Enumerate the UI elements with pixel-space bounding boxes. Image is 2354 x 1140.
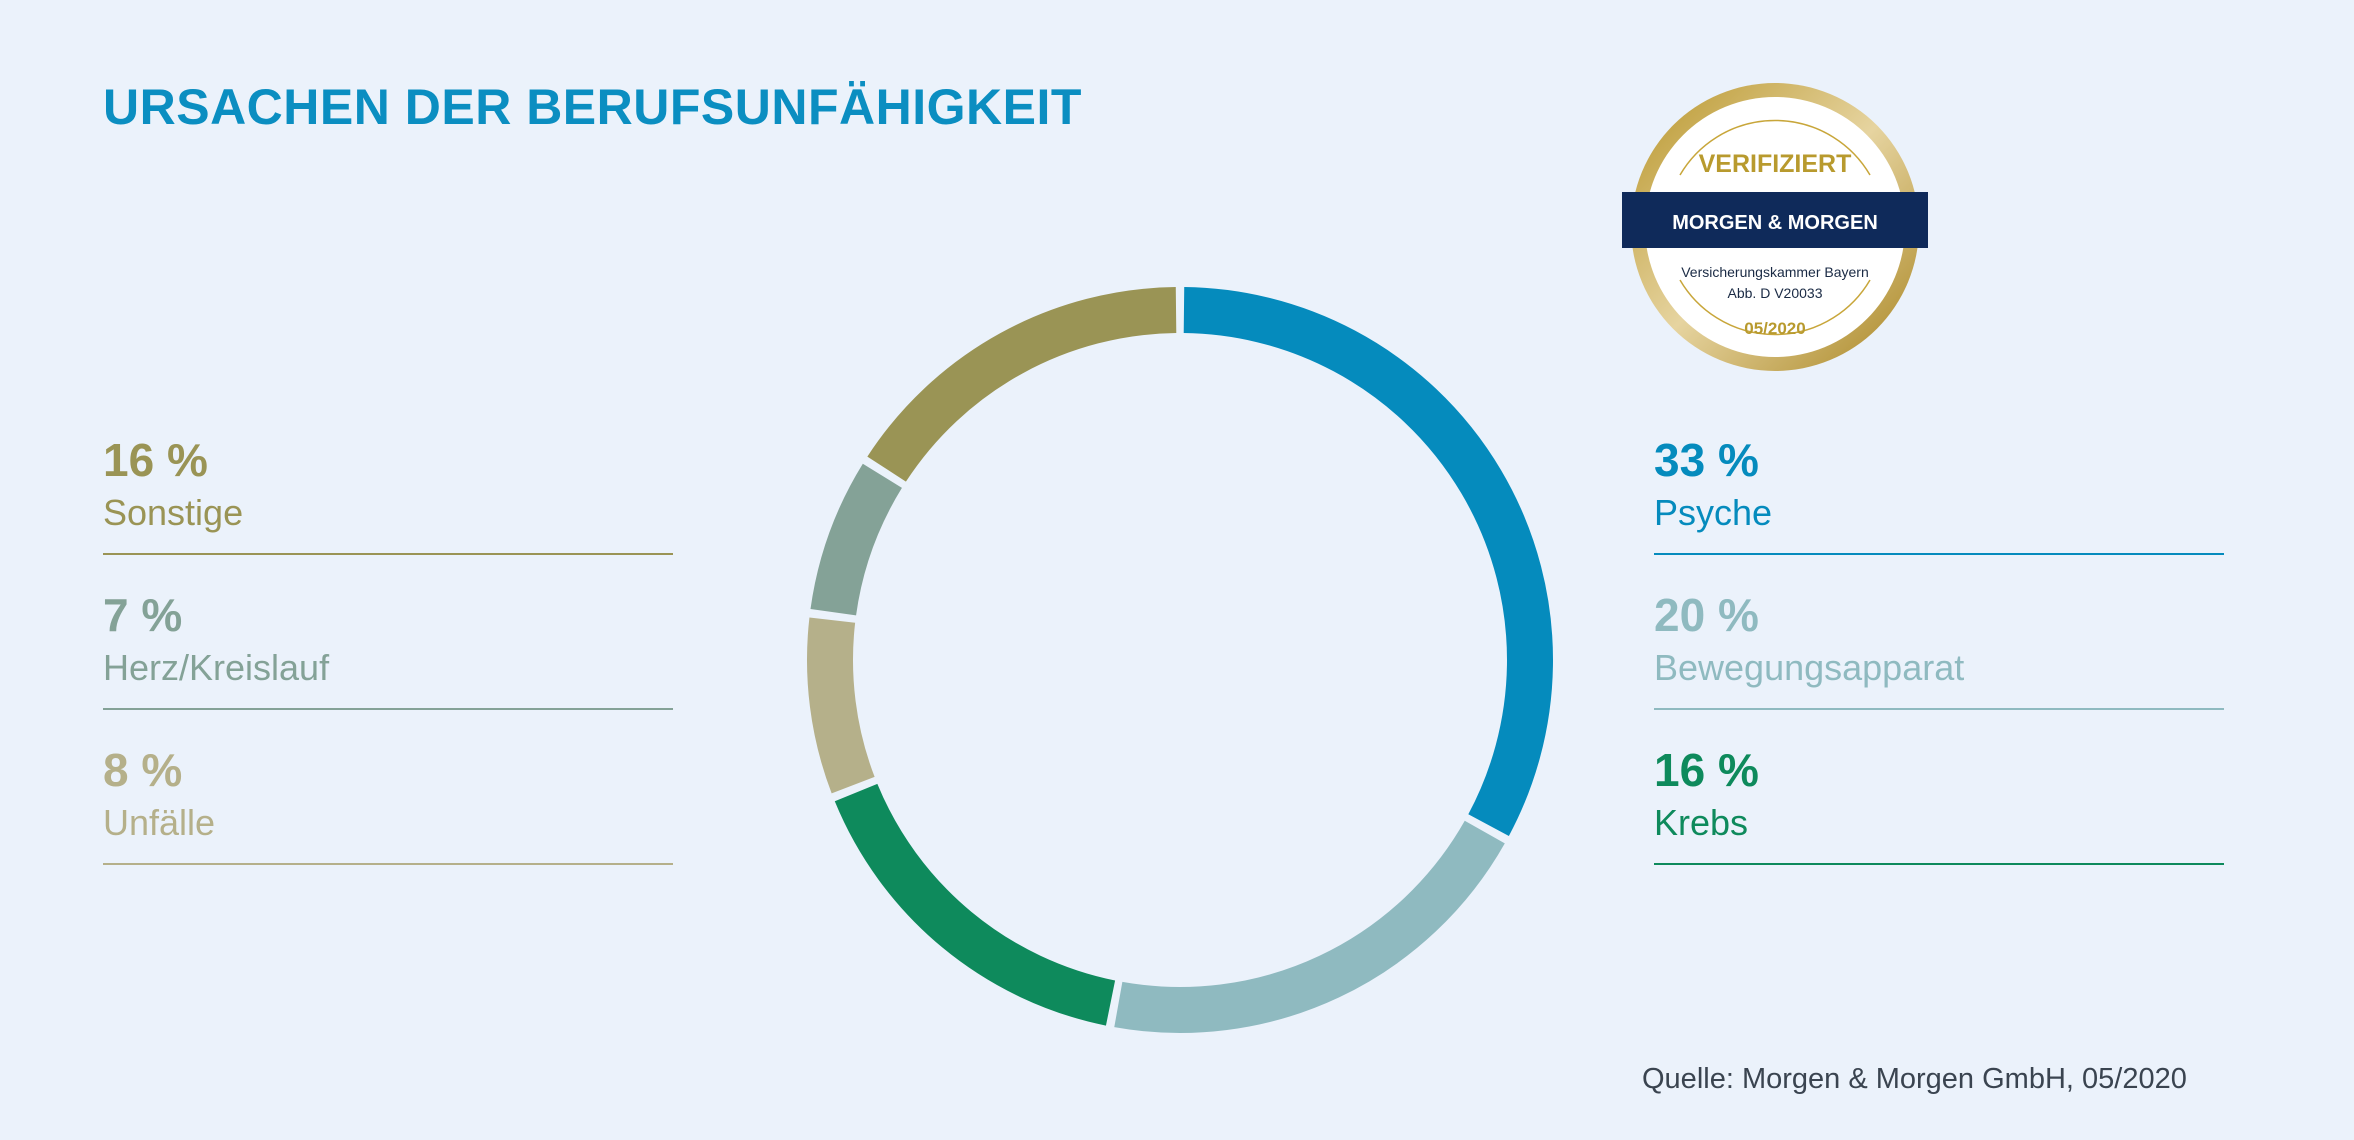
legend-left: 16 % Sonstige 7 % Herz/Kreislauf 8 % Unf… [103,430,673,895]
legend-label: Unfälle [103,802,216,843]
legend-item-unfaelle: 8 % Unfälle [103,740,673,865]
legend-item-sonstige: 16 % Sonstige [103,430,673,555]
seal-brand-text: MORGEN & MORGEN [1672,212,1878,234]
legend-percentage: 33 % [1654,434,1759,486]
legend-label: Sonstige [103,492,244,533]
legend-right: 33 % Psyche 20 % Bewegungsapparat 16 % K… [1654,430,2224,895]
legend-label: Krebs [1654,802,1749,843]
donut-slice-sonstige [867,287,1177,482]
seal-verified-text: VERIFIZIERT [1699,150,1852,178]
legend-percentage: 8 % [103,744,183,796]
legend-label: Bewegungsapparat [1654,647,1965,688]
seal-reference-text: Abb. D V20033 [1728,285,1823,301]
source-note: Quelle: Morgen & Morgen GmbH, 05/2020 [1642,1063,2187,1095]
legend-item-herz-kreislauf: 7 % Herz/Kreislauf [103,585,673,710]
legend-percentage: 16 % [1654,744,1759,796]
donut-slice-herz-kreislauf [810,463,903,616]
donut-chart [807,287,1553,1033]
seal-bottom-arc [1679,279,1871,336]
legend-item-psyche: 33 % Psyche [1654,430,2224,555]
donut-slice-psyche [1183,287,1553,836]
seal-brand-band [1622,192,1928,248]
page-title: URSACHEN DER BERUFSUNFÄHIGKEIT [103,79,1082,135]
seal-date-text: 05/2020 [1744,319,1805,338]
legend-percentage: 20 % [1654,589,1759,641]
legend-label: Herz/Kreislauf [103,647,330,688]
seal-company-text: Versicherungskammer Bayern [1681,264,1869,280]
legend-label: Psyche [1654,492,1773,533]
legend-percentage: 7 % [103,589,183,641]
donut-slice-bewegungsapparat [1114,820,1505,1033]
donut-slice-krebs [834,783,1116,1026]
legend-item-bewegungsapparat: 20 % Bewegungsapparat [1654,585,2224,710]
legend-item-krebs: 16 % Krebs [1654,740,2224,865]
legend-percentage: 16 % [103,434,208,486]
seal-top-arc [1679,119,1871,176]
donut-slice-unfälle [807,617,875,794]
verification-seal: VERIFIZIERT MORGEN & MORGEN Versicherung… [1622,83,1928,371]
